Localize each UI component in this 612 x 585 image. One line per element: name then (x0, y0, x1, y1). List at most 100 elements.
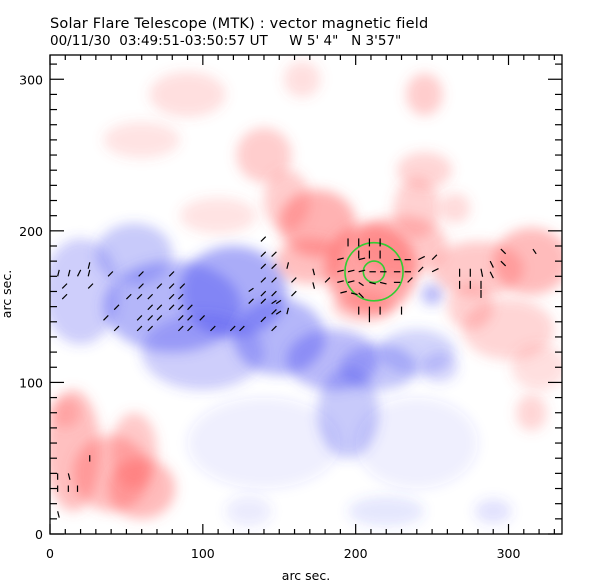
positive-polarity-region (149, 71, 226, 118)
field-vector (291, 290, 297, 297)
observation-time-range: 03:49:51-03:50:57 UT (119, 33, 268, 49)
field-vector (358, 257, 366, 261)
field-vector (177, 315, 184, 321)
positive-polarity-region (332, 291, 394, 322)
field-vector (147, 325, 154, 332)
x-tick-label: 200 (344, 546, 368, 561)
field-vector (147, 315, 154, 321)
field-vector (417, 266, 424, 273)
chart-subtitle: 00/11/30 03:49:51-03:50:57 UT W 5' 4" N … (50, 33, 401, 49)
field-vector (286, 307, 290, 315)
field-vector (358, 281, 364, 287)
field-vector (347, 280, 355, 283)
field-vector (67, 473, 71, 480)
negative-polarity-region (421, 283, 443, 306)
positive-polarity-region (396, 152, 452, 189)
field-vector (125, 293, 132, 300)
field-vector (248, 287, 254, 292)
field-vector (87, 269, 91, 277)
field-vector (113, 304, 120, 311)
field-vector (113, 325, 120, 332)
field-vector (350, 292, 358, 296)
field-vector (248, 298, 254, 305)
field-vector (260, 298, 267, 305)
field-vector (500, 260, 507, 267)
negative-polarity-region (421, 352, 459, 383)
field-vector (156, 304, 163, 311)
field-vector (324, 277, 331, 283)
positive-polarity-region (406, 73, 443, 116)
field-vector (532, 248, 537, 255)
plot-frame (49, 54, 563, 535)
field-vector (168, 293, 175, 300)
transverse-field-vectors (57, 236, 537, 518)
field-vector (57, 269, 60, 277)
positive-polarity-region (511, 344, 562, 390)
field-vector (147, 293, 154, 300)
field-vector (271, 263, 277, 270)
field-vector (337, 269, 344, 273)
field-vector (271, 277, 277, 283)
field-vector (271, 325, 277, 332)
field-vector (286, 262, 290, 269)
field-vector (147, 304, 154, 311)
field-vector (431, 254, 438, 261)
field-vector (177, 293, 184, 300)
y-tick-label: 0 (35, 527, 43, 542)
magnetic-field-map (50, 61, 562, 527)
field-vector (87, 262, 91, 269)
heliographic-position: W 5' 4" N 3'57" (289, 33, 402, 49)
negative-polarity-region (355, 397, 478, 489)
field-vector (489, 260, 494, 268)
field-vector (275, 299, 282, 305)
field-vector (407, 277, 413, 283)
y-axis-label: arc sec. (0, 270, 14, 318)
x-tick-label: 300 (497, 546, 521, 561)
positive-polarity-region (50, 397, 81, 428)
negative-polarity-region (225, 496, 272, 527)
y-tick-label: 100 (19, 375, 43, 390)
field-vector (271, 290, 277, 297)
y-tick-label: 300 (19, 72, 43, 87)
field-vector (187, 325, 193, 332)
field-vector (107, 271, 114, 277)
field-vector (260, 316, 267, 323)
field-vector (136, 325, 143, 332)
field-vector (379, 281, 387, 285)
field-vector (260, 236, 267, 242)
field-vector (358, 269, 366, 273)
field-vector (177, 325, 184, 332)
axes (49, 54, 563, 535)
field-vector (76, 269, 82, 277)
tick-labels: 0 100 200 300 0 100 200 300 (19, 72, 520, 561)
positive-polarity-region (179, 197, 257, 234)
field-vector (61, 293, 68, 300)
field-vector (260, 290, 267, 297)
field-vector (229, 325, 236, 332)
negative-polarity-region (348, 496, 425, 527)
positive-polarity-region (236, 127, 292, 183)
field-vector (67, 269, 71, 277)
field-vector (103, 315, 109, 321)
field-vector (199, 315, 206, 321)
y-tick-label: 200 (19, 224, 43, 239)
field-vector (271, 299, 277, 305)
field-vector (260, 263, 267, 270)
field-vector (340, 290, 347, 294)
x-tick-label: 100 (191, 546, 215, 561)
field-vector (187, 315, 193, 321)
field-vector (431, 268, 439, 273)
field-vector (138, 283, 144, 289)
field-vector (271, 308, 277, 315)
field-vector (136, 315, 143, 321)
field-vector (87, 283, 94, 289)
positive-polarity-region (516, 394, 547, 431)
field-vector (177, 304, 184, 311)
x-axis-label: arc sec. (282, 568, 330, 583)
field-vector (168, 283, 175, 289)
field-vector (337, 280, 344, 283)
field-vector (312, 268, 316, 276)
field-vector (239, 325, 245, 332)
field-vector (312, 282, 316, 289)
